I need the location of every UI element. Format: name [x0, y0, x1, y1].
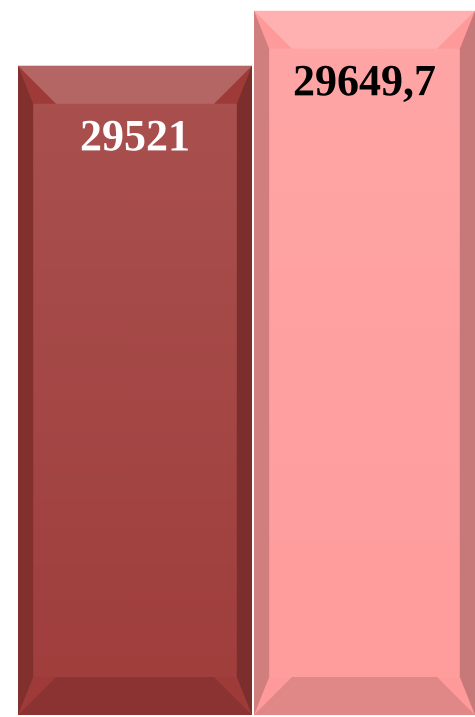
bar-bevel-bottom [18, 677, 252, 715]
bar-bevel-right [459, 10, 475, 716]
bar-bevel-right [236, 65, 252, 716]
bar-sheen [269, 48, 460, 678]
bar-bevel-left [254, 10, 270, 716]
bar-bevel-bottom [254, 677, 475, 715]
bar-bevel-left [18, 65, 34, 716]
value-label: 29521 [80, 111, 190, 160]
bar-bevel-top [254, 10, 475, 49]
value-label: 29649,7 [293, 56, 436, 105]
bar-bevel-top [18, 65, 252, 104]
bar-sheen [33, 103, 237, 678]
